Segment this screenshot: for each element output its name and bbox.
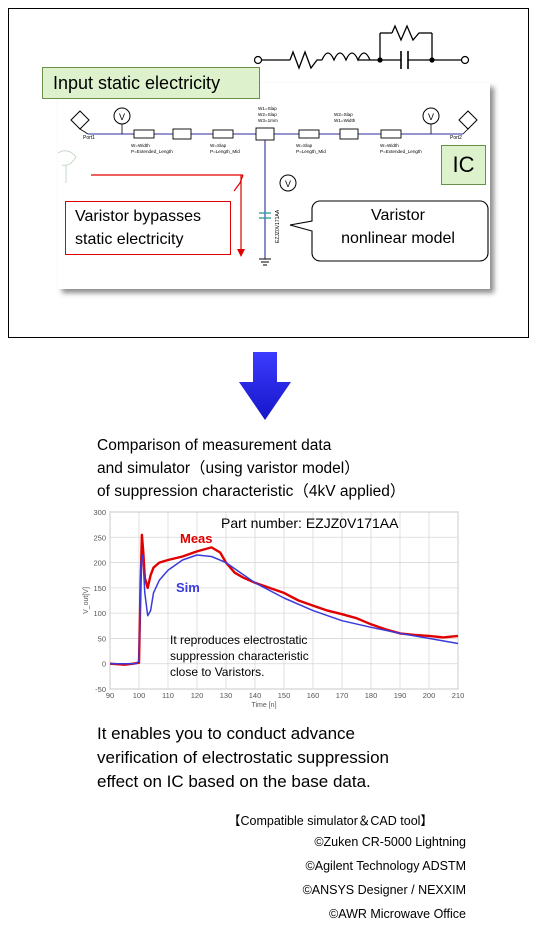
svg-text:W=Width: W=Width bbox=[380, 143, 399, 148]
suppression-chart: 90 100 110 120 130 140 150 160 170 180 190 200 210 -5… bbox=[78, 503, 470, 711]
y-axis-label: V_out[V] bbox=[83, 587, 90, 614]
chart-annotation-line: suppression characteristic bbox=[170, 649, 309, 663]
x-tick-label: 130 bbox=[220, 691, 233, 700]
y-tick-label: 100 bbox=[93, 609, 106, 618]
chart-svg: 90 100 110 120 130 140 150 160 170 180 190 200 210 -5… bbox=[83, 508, 465, 709]
svg-text:W=Width: W=Width bbox=[131, 143, 150, 148]
port-right-label: Port2 bbox=[450, 135, 462, 141]
svg-text:W1=Slap: W1=Slap bbox=[258, 106, 277, 111]
x-tick-label: 140 bbox=[249, 691, 262, 700]
x-tick-label: 100 bbox=[133, 691, 146, 700]
x-tick-label: 170 bbox=[336, 691, 349, 700]
x-axis-label: Time [n] bbox=[251, 702, 276, 709]
y-tick-label: 250 bbox=[93, 533, 106, 542]
series-line-sim bbox=[110, 554, 459, 665]
varistor-part-label: EZJZ0V171AA bbox=[275, 209, 281, 243]
chart-annotation-line: close to Varistors. bbox=[170, 665, 264, 679]
y-tick-label: 150 bbox=[93, 584, 106, 593]
chart-annotation-line: It reproduces electrostatic bbox=[170, 633, 307, 647]
svg-text:P=Extended_Length: P=Extended_Length bbox=[380, 149, 422, 154]
svg-text:P=Extended_Length: P=Extended_Length bbox=[131, 149, 173, 154]
y-tick-label: 200 bbox=[93, 559, 106, 568]
conclusion-text: It enables you to conduct advance verifi… bbox=[97, 724, 389, 791]
svg-text:W=Slap: W=Slap bbox=[296, 143, 313, 148]
voltmeter-varistor: V bbox=[285, 179, 291, 189]
series-label-meas: Meas bbox=[180, 531, 213, 546]
varistor-model-note: Varistor nonlinear model bbox=[341, 207, 455, 247]
tool-item-zuken: ©Zuken CR-5000 Lightning bbox=[314, 835, 466, 849]
x-tick-label: 210 bbox=[452, 691, 465, 700]
y-tick-label: 300 bbox=[93, 508, 106, 517]
svg-text:W1=Width: W1=Width bbox=[334, 118, 356, 123]
svg-text:W3=1mm: W3=1mm bbox=[258, 118, 278, 123]
svg-text:W2=Slap: W2=Slap bbox=[258, 112, 277, 117]
tool-item-awr: ©AWR Microwave Office bbox=[328, 907, 466, 921]
y-tick-label: 0 bbox=[102, 660, 106, 669]
x-tick-label: 90 bbox=[106, 691, 114, 700]
tool-item-agilent: ©Agilent Technology ADSTM bbox=[305, 859, 466, 873]
svg-text:P=Length_Mid: P=Length_Mid bbox=[296, 149, 326, 154]
x-tick-label: 150 bbox=[278, 691, 291, 700]
x-tick-label: 180 bbox=[365, 691, 378, 700]
svg-text:W2=Slap: W2=Slap bbox=[334, 112, 353, 117]
comparison-title: Comparison of measurement data and simul… bbox=[97, 437, 406, 500]
series-label-sim: Sim bbox=[176, 580, 200, 595]
compatible-tools-heading: 【Compatible simulator＆CAD tool】 bbox=[228, 814, 433, 828]
x-tick-label: 160 bbox=[307, 691, 320, 700]
x-tick-label: 200 bbox=[423, 691, 436, 700]
svg-text:P=Length_Mid: P=Length_Mid bbox=[210, 149, 240, 154]
tool-item-ansys: ©ANSYS Designer / NEXXIM bbox=[302, 883, 466, 897]
x-tick-label: 110 bbox=[162, 691, 174, 700]
transmission-line-schematic: Port1 Port2 V V V W=Width P=Extended_Len… bbox=[58, 106, 478, 266]
y-tick-label: -50 bbox=[95, 685, 106, 694]
input-static-electricity-label: Input static electricity bbox=[42, 67, 260, 99]
voltmeter-right: V bbox=[428, 112, 434, 122]
y-tick-label: 50 bbox=[98, 634, 106, 643]
svg-text:W=Slap: W=Slap bbox=[210, 143, 227, 148]
voltmeter-left: V bbox=[119, 112, 125, 122]
ic-label: IC bbox=[441, 145, 486, 185]
part-number-label: Part number: EZJZ0V171AA bbox=[221, 515, 399, 531]
x-tick-label: 120 bbox=[191, 691, 204, 700]
x-tick-label: 190 bbox=[394, 691, 407, 700]
varistor-bypass-note: Varistor bypasses static electricity bbox=[65, 201, 231, 255]
port-left-label: Port1 bbox=[83, 135, 95, 141]
